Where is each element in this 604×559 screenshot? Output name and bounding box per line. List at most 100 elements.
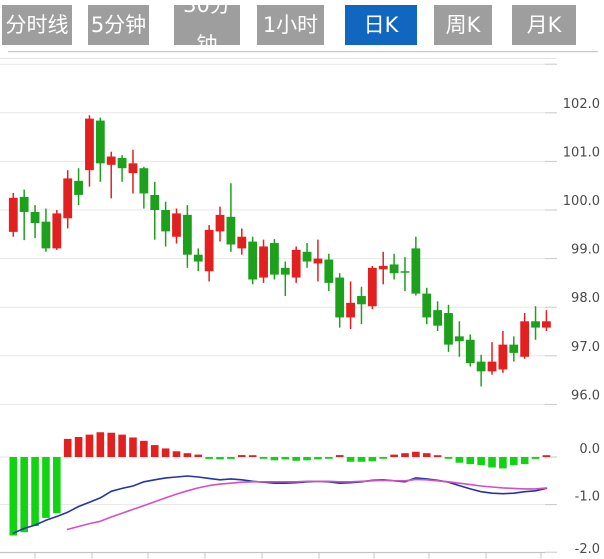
price-axis-label: 101.0 (563, 145, 600, 160)
macd-bar (118, 434, 126, 457)
macd-bar (150, 445, 159, 457)
macd-bar (20, 457, 28, 533)
tab-daily-k[interactable]: 日K (345, 5, 417, 45)
candle-body (41, 221, 51, 249)
candle-body (498, 344, 508, 370)
candle-body (182, 214, 192, 255)
macd-bar (129, 437, 137, 457)
candle-body (520, 321, 530, 357)
macd-bar (74, 437, 83, 457)
macd-bar (390, 454, 398, 457)
candle-body (302, 251, 312, 262)
candle-body (313, 258, 323, 264)
candle-body (85, 118, 94, 171)
macd-axis-label: -2.0 (575, 542, 600, 557)
candle-body (367, 267, 377, 307)
macd-bar (422, 453, 431, 457)
candle-body (161, 210, 171, 232)
price-axis-label: 100.0 (563, 194, 600, 209)
dif-line (12, 475, 548, 535)
candle-body (106, 156, 116, 165)
candle-body (411, 248, 421, 294)
macd-bar (194, 454, 203, 457)
macd-bar (227, 457, 235, 459)
candle-body (422, 293, 432, 318)
macd-bar (292, 457, 300, 461)
macd-bar (325, 457, 333, 459)
macd-bar (509, 457, 518, 466)
macd-bar (205, 457, 213, 459)
candle-body (476, 361, 486, 372)
tab-time-share[interactable]: 分时线 (2, 5, 72, 45)
macd-bar (444, 457, 453, 459)
candle-body (378, 265, 388, 270)
macd-bar (31, 457, 39, 527)
macd-bar (183, 453, 192, 457)
candle-body (357, 296, 366, 305)
tab-weekly-k[interactable]: 周K (434, 5, 492, 45)
candle-body (270, 243, 279, 275)
candle-body (400, 271, 410, 273)
macd-bar (270, 457, 279, 461)
candle-body (259, 246, 268, 278)
macd-bar (335, 455, 344, 457)
interval-tabbar: 分时线 5分钟 30分钟 1小时 日K 周K 月K (0, 0, 604, 57)
candle-body (291, 249, 301, 278)
candle-body (128, 163, 138, 174)
candle-body (444, 313, 453, 345)
candle-body (346, 302, 355, 318)
candle-body (433, 310, 443, 326)
candle-body (193, 254, 203, 262)
candle-body (19, 196, 29, 212)
candle-body (226, 216, 236, 245)
price-axis-label: 97.0 (571, 340, 600, 355)
macd-bar (379, 457, 388, 459)
macd-bar (520, 457, 529, 465)
macd-bar (368, 457, 377, 462)
macd-bar (172, 451, 181, 457)
macd-bar (542, 455, 551, 457)
macd-bar (63, 438, 72, 457)
candle-body (280, 267, 290, 275)
price-axis-label: 96.0 (571, 388, 600, 403)
macd-bar (477, 457, 485, 466)
price-axis-label: 99.0 (571, 243, 600, 258)
macd-bar (488, 457, 496, 468)
candle-body (63, 178, 73, 219)
macd-bar (303, 457, 311, 461)
tab-monthly-k[interactable]: 月K (512, 5, 576, 45)
candle-body (95, 120, 105, 164)
macd-bar (9, 457, 18, 536)
macd-bar (96, 432, 105, 457)
macd-bar (531, 457, 540, 459)
candle-body (454, 336, 464, 342)
macd-bar (433, 455, 442, 457)
dea-line (66, 478, 548, 531)
tab-1hour[interactable]: 1小时 (257, 5, 324, 45)
candle-body (74, 180, 83, 195)
candle-body (52, 213, 62, 249)
candle-body (389, 264, 399, 274)
candle-body (204, 229, 214, 272)
price-axis-label: 98.0 (571, 291, 600, 306)
macd-bar (499, 457, 507, 469)
macd-bar (216, 457, 224, 460)
candle-body (487, 361, 497, 372)
macd-bar (53, 457, 61, 514)
macd-bar (412, 451, 420, 457)
macd-axis-label: -1.0 (575, 490, 600, 505)
candle-body (30, 211, 40, 224)
candle-body (509, 344, 519, 353)
candle-body (335, 277, 345, 318)
candle-body (8, 197, 18, 232)
macd-bar (140, 440, 148, 457)
macd-bar (248, 455, 257, 457)
candle-body (465, 339, 475, 364)
macd-bar (401, 453, 409, 457)
macd-bar (42, 457, 50, 518)
tab-5min[interactable]: 5分钟 (88, 5, 149, 45)
candle-body (172, 213, 181, 237)
candle-body (542, 321, 551, 328)
